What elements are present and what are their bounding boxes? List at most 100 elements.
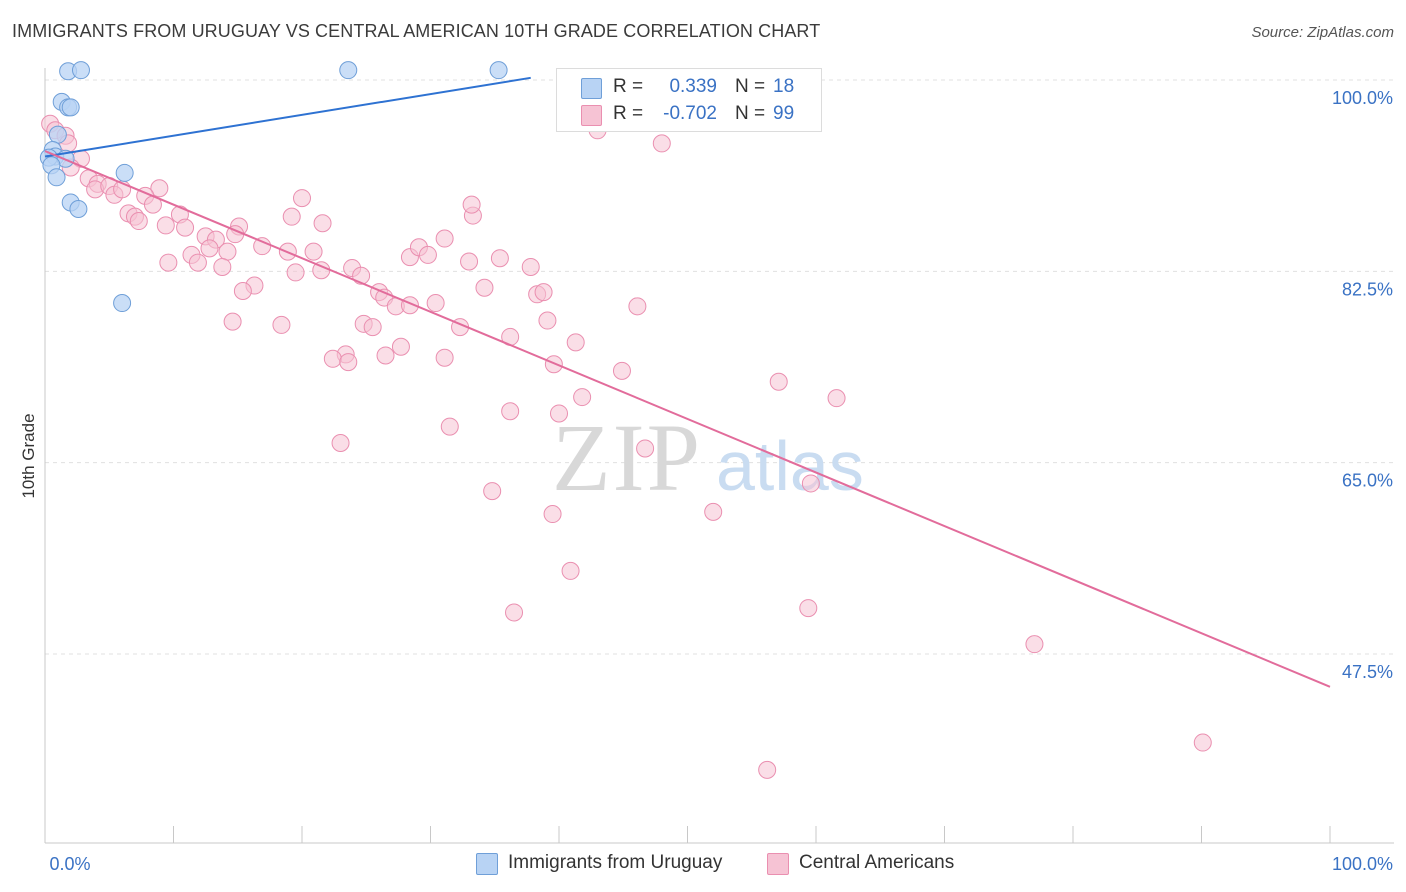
central-american-point bbox=[339, 353, 358, 372]
central-american-point bbox=[159, 253, 178, 272]
central-american-point bbox=[376, 346, 395, 365]
central-american-point bbox=[566, 333, 585, 352]
central-american-point bbox=[827, 389, 846, 408]
central-american-point bbox=[129, 212, 148, 231]
central-american-point bbox=[150, 179, 169, 198]
y-tick-label: 47.5% bbox=[1342, 662, 1393, 682]
central-american-point bbox=[475, 278, 494, 297]
central-american-point bbox=[769, 372, 788, 391]
uruguay-point bbox=[48, 125, 67, 144]
chart-title: IMMIGRANTS FROM URUGUAY VS CENTRAL AMERI… bbox=[12, 21, 821, 41]
series-label-uruguay: Immigrants from Uruguay bbox=[508, 852, 723, 873]
watermark-atlas: atlas bbox=[716, 427, 864, 505]
central-american-point bbox=[1193, 733, 1212, 752]
y-tick-label: 82.5% bbox=[1342, 279, 1393, 299]
x-tick-label-left: 0.0% bbox=[49, 854, 90, 874]
series-swatch-uruguay bbox=[476, 853, 498, 875]
central-american-point bbox=[156, 216, 175, 235]
central-american-point bbox=[435, 229, 454, 248]
central-american-point bbox=[534, 283, 553, 302]
central-american-point bbox=[462, 195, 481, 214]
series-label-central: Central Americans bbox=[799, 852, 955, 873]
legend-row-central: R = -0.702 N = 99 bbox=[557, 100, 821, 128]
legend-n-label: N = bbox=[735, 76, 766, 97]
central-american-point bbox=[213, 257, 232, 276]
central-american-point bbox=[352, 266, 371, 285]
central-american-point bbox=[490, 249, 509, 268]
central-american-point bbox=[636, 439, 655, 458]
y-tick-label: 65.0% bbox=[1342, 471, 1393, 491]
central-american-point bbox=[331, 433, 350, 452]
central-american-point bbox=[218, 242, 237, 261]
central-american-point bbox=[460, 252, 479, 271]
x-tick-label-right: 100.0% bbox=[1332, 854, 1393, 874]
central-american-point bbox=[363, 318, 382, 337]
watermark: ZIP atlas bbox=[552, 404, 864, 511]
y-tick-label: 100.0% bbox=[1332, 88, 1393, 108]
uruguay-points bbox=[39, 61, 508, 313]
central-american-point bbox=[426, 294, 445, 313]
legend-r-value-central: -0.702 bbox=[663, 103, 717, 124]
legend-n-value-central: 99 bbox=[773, 103, 795, 124]
central-american-point bbox=[293, 189, 311, 208]
uruguay-point bbox=[115, 163, 134, 182]
central-american-point bbox=[799, 599, 818, 618]
watermark-zip: ZIP bbox=[552, 404, 702, 511]
uruguay-point bbox=[71, 61, 90, 80]
central-american-point bbox=[538, 311, 557, 330]
central-american-point bbox=[435, 348, 454, 367]
central-american-point bbox=[758, 760, 777, 779]
axis-layer bbox=[44, 68, 1394, 844]
uruguay-point bbox=[339, 61, 358, 80]
uruguay-point bbox=[47, 168, 66, 187]
legend-r-label: R = bbox=[613, 76, 644, 97]
central-american-point bbox=[253, 237, 272, 256]
central-american-point bbox=[286, 263, 305, 282]
legend-swatch-central bbox=[581, 105, 602, 126]
legend-row-uruguay: R = 0.339 N = 18 bbox=[557, 73, 821, 101]
uruguay-point bbox=[61, 98, 80, 117]
legend-swatch-uruguay bbox=[581, 78, 602, 99]
central-american-point bbox=[282, 207, 301, 226]
series-swatch-central bbox=[767, 853, 789, 875]
series-legend: Immigrants from Uruguay Central American… bbox=[0, 852, 1406, 882]
central-american-point bbox=[418, 245, 437, 264]
legend-r-value-uruguay: 0.339 bbox=[669, 76, 717, 97]
uruguay-point bbox=[113, 294, 132, 313]
central-american-point bbox=[391, 337, 410, 356]
central-american-point bbox=[200, 239, 219, 258]
central-american-point bbox=[628, 297, 647, 316]
legend-n-value-uruguay: 18 bbox=[773, 76, 795, 97]
central-american-point bbox=[1025, 635, 1044, 654]
uruguay-point bbox=[489, 61, 508, 80]
central-american-point bbox=[440, 417, 459, 436]
central-american-point bbox=[550, 404, 568, 423]
central-american-point bbox=[801, 474, 820, 493]
central-american-point bbox=[304, 242, 323, 261]
y-axis-label: 10th Grade bbox=[19, 413, 38, 498]
grid-layer bbox=[45, 79, 1394, 655]
uruguay-trend-line bbox=[44, 76, 531, 158]
central-american-point bbox=[521, 257, 540, 276]
source-label: Source: ZipAtlas.com bbox=[1251, 24, 1394, 41]
central-american-point bbox=[505, 603, 524, 622]
central-american-point bbox=[223, 312, 242, 331]
central-american-point bbox=[313, 214, 332, 233]
tick-labels: 100.0% 82.5% 65.0% 47.5% 0.0% 100.0% bbox=[49, 88, 1393, 874]
central-american-point bbox=[573, 388, 592, 407]
trend-lines bbox=[44, 76, 1331, 688]
uruguay-point bbox=[69, 200, 88, 219]
central-american-point bbox=[233, 282, 252, 301]
legend-r-label: R = bbox=[613, 103, 644, 124]
central-american-point bbox=[188, 253, 207, 272]
central-american-point bbox=[272, 315, 291, 334]
legend-n-label: N = bbox=[735, 103, 766, 124]
central-american-point bbox=[561, 561, 580, 580]
central-american-point bbox=[501, 402, 520, 421]
central-trend-line bbox=[44, 150, 1331, 688]
central-american-point bbox=[543, 505, 562, 524]
correlation-legend: R = 0.339 N = 18 R = -0.702 N = 99 bbox=[556, 68, 822, 132]
central-american-point bbox=[323, 349, 342, 368]
central-american-point bbox=[483, 482, 502, 501]
